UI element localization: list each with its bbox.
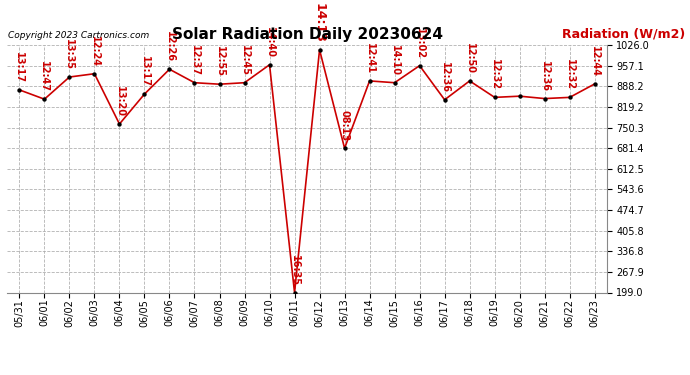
- Text: 12:47: 12:47: [39, 61, 50, 92]
- Point: [64, 74, 75, 80]
- Text: 12:41: 12:41: [364, 43, 375, 74]
- Text: 12:24: 12:24: [90, 36, 99, 67]
- Point: [514, 93, 525, 99]
- Point: [389, 80, 400, 86]
- Text: 12:50: 12:50: [464, 43, 475, 74]
- Text: 12:37: 12:37: [190, 45, 199, 76]
- Text: 12:45: 12:45: [239, 45, 250, 76]
- Text: 13:35: 13:35: [64, 39, 75, 70]
- Text: 14:13: 14:13: [313, 3, 326, 43]
- Point: [589, 81, 600, 87]
- Point: [539, 96, 550, 102]
- Point: [489, 94, 500, 100]
- Text: Copyright 2023 Cartronics.com: Copyright 2023 Cartronics.com: [8, 31, 149, 40]
- Text: 13:17: 13:17: [139, 56, 150, 87]
- Text: 13:02: 13:02: [415, 28, 424, 59]
- Text: 12:36: 12:36: [540, 61, 550, 92]
- Point: [339, 145, 350, 151]
- Title: Solar Radiation Daily 20230624: Solar Radiation Daily 20230624: [172, 27, 442, 42]
- Text: 12:36: 12:36: [440, 62, 450, 93]
- Point: [314, 47, 325, 53]
- Point: [289, 290, 300, 296]
- Text: 16:35: 16:35: [290, 255, 299, 285]
- Point: [364, 78, 375, 84]
- Point: [239, 80, 250, 86]
- Text: Radiation (W/m2): Radiation (W/m2): [562, 27, 685, 40]
- Point: [564, 94, 575, 100]
- Point: [414, 63, 425, 69]
- Point: [164, 66, 175, 72]
- Text: 13:20: 13:20: [115, 86, 124, 117]
- Text: 12:55: 12:55: [215, 46, 224, 77]
- Point: [439, 97, 450, 103]
- Point: [464, 78, 475, 84]
- Text: 13:17: 13:17: [14, 52, 24, 83]
- Point: [14, 87, 25, 93]
- Point: [264, 62, 275, 68]
- Text: 14:10: 14:10: [390, 45, 400, 76]
- Text: 12:32: 12:32: [490, 59, 500, 90]
- Text: 12:44: 12:44: [590, 46, 600, 77]
- Point: [189, 80, 200, 86]
- Text: 08:13: 08:13: [339, 110, 350, 141]
- Text: 14:40: 14:40: [264, 27, 275, 58]
- Text: 12:26: 12:26: [164, 31, 175, 62]
- Point: [139, 91, 150, 97]
- Point: [89, 71, 100, 77]
- Point: [214, 81, 225, 87]
- Point: [114, 121, 125, 127]
- Point: [39, 96, 50, 102]
- Text: 12:32: 12:32: [564, 59, 575, 90]
